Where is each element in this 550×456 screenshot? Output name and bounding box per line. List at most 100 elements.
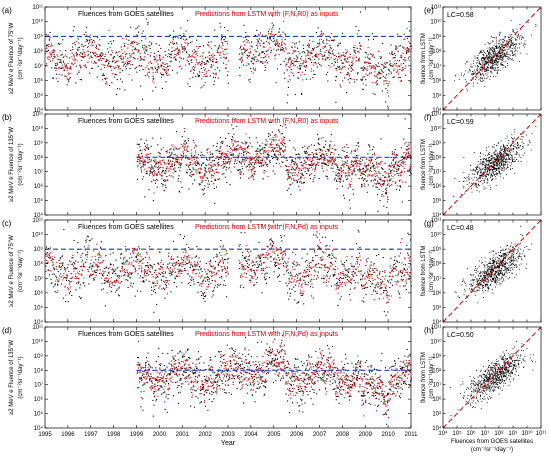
predicted-point: [81, 269, 83, 271]
predicted-point: [83, 64, 85, 66]
observed-point: [180, 165, 182, 167]
axes-frame: [44, 113, 412, 216]
observed-point: [100, 246, 102, 248]
observed-point: [283, 274, 285, 276]
observed-point: [87, 251, 89, 253]
predicted-point: [166, 267, 168, 269]
observed-point: [333, 64, 335, 66]
observed-point: [325, 74, 327, 76]
predicted-point: [47, 255, 49, 257]
observed-point: [378, 66, 380, 68]
observed-point: [226, 252, 228, 254]
observed-point: [238, 245, 240, 247]
observed-point: [319, 257, 321, 259]
predicted-point: [368, 171, 370, 173]
predicted-point: [234, 148, 236, 150]
observed-point: [146, 272, 148, 274]
predicted-point: [166, 72, 168, 74]
predicted-point: [73, 54, 75, 56]
predicted-point: [112, 284, 114, 286]
observed-point: [351, 160, 353, 162]
predicted-point: [358, 52, 360, 54]
predicted-point: [182, 145, 184, 147]
predicted-point: [180, 57, 182, 59]
predicted-point: [87, 55, 89, 57]
observed-point: [323, 154, 325, 156]
predicted-point: [407, 50, 409, 52]
predicted-point: [279, 154, 281, 156]
observed-point: [238, 169, 240, 171]
observed-point: [220, 38, 222, 40]
predicted-point: [339, 173, 341, 175]
predicted-point: [169, 61, 171, 63]
predicted-point: [164, 190, 166, 192]
observed-point: [158, 152, 160, 154]
observed-point: [180, 44, 182, 46]
observed-point: [320, 65, 322, 67]
observed-point: [229, 184, 231, 186]
observed-point: [341, 62, 343, 64]
observed-point: [394, 48, 396, 50]
observed-point: [359, 48, 361, 50]
observed-point: [251, 277, 253, 279]
observed-point: [80, 52, 82, 54]
predicted-point: [356, 60, 358, 62]
predicted-point: [355, 162, 357, 164]
observed-point: [293, 164, 295, 166]
observed-point: [90, 263, 92, 265]
observed-point: [250, 159, 252, 161]
observed-point: [203, 192, 205, 194]
predicted-point: [74, 278, 76, 280]
observed-point: [90, 39, 92, 41]
predicted-point: [332, 157, 334, 159]
observed-point: [117, 60, 119, 62]
observed-point: [217, 48, 219, 50]
predicted-point: [158, 67, 160, 69]
observed-point: [407, 57, 409, 59]
predicted-point: [163, 280, 165, 282]
predicted-point: [387, 83, 389, 85]
predicted-point: [308, 274, 310, 276]
predicted-point: [240, 45, 242, 47]
observed-point: [131, 256, 133, 258]
observed-point: [389, 60, 391, 62]
predicted-point: [290, 71, 292, 73]
predicted-point: [51, 53, 53, 55]
predicted-point: [239, 261, 241, 263]
observed-point: [405, 148, 407, 150]
observed-point: [315, 234, 317, 236]
observed-point: [154, 270, 156, 272]
predicted-point: [151, 167, 153, 169]
observed-point: [143, 164, 145, 166]
predicted-point: [281, 255, 283, 257]
predicted-point: [194, 268, 196, 270]
predicted-point: [107, 272, 109, 274]
observed-point: [138, 50, 140, 52]
predicted-point: [94, 61, 96, 63]
predicted-point: [184, 255, 186, 257]
observed-point: [114, 62, 116, 64]
predicted-point: [239, 173, 241, 175]
observed-point: [362, 167, 364, 169]
observed-point: [228, 133, 230, 135]
observed-point: [143, 281, 145, 283]
observed-point: [139, 59, 141, 61]
predicted-point: [295, 254, 297, 256]
predicted-point: [384, 77, 386, 79]
predicted-point: [253, 68, 255, 70]
predicted-point: [149, 152, 151, 154]
observed-point: [74, 275, 76, 277]
observed-point: [126, 62, 128, 64]
predicted-point: [291, 52, 293, 54]
observed-point: [294, 46, 296, 48]
predicted-point: [302, 276, 304, 278]
predicted-point: [123, 271, 125, 273]
observed-point: [175, 170, 177, 172]
predicted-point: [241, 52, 243, 54]
predicted-point: [319, 34, 321, 36]
predicted-point: [308, 46, 310, 48]
observed-point: [249, 81, 251, 83]
observed-point: [161, 183, 163, 185]
predicted-point: [354, 158, 356, 160]
observed-point: [373, 166, 375, 168]
